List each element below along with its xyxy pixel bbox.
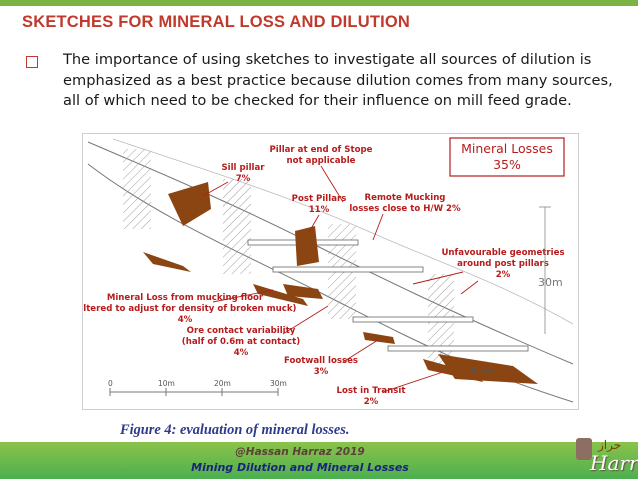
checkbox-bullet-icon (26, 56, 38, 68)
mucking-floor-loss-1 (143, 252, 191, 272)
label-unfavourable-value: 2% (496, 270, 511, 280)
label-post-pillars-value: 11% (309, 205, 330, 215)
footer-band (0, 442, 638, 479)
top-accent-rule (0, 0, 638, 6)
label-remote-mucking: Remote Mucking (365, 193, 446, 203)
scale-tick-0: 0 (108, 379, 113, 388)
drift-3 (352, 316, 474, 323)
brand-arabic: حراز (598, 438, 622, 452)
leader-arrows (202, 165, 479, 393)
label-sill-pillar-value: 7% (236, 174, 251, 184)
author-avatar (576, 438, 592, 460)
bench-label: Bench (471, 367, 495, 376)
footwall-loss-1 (283, 284, 323, 299)
scale-tick-30: 30m (270, 379, 287, 388)
label-footwall: Footwall losses (284, 356, 358, 366)
footwall-loss-2 (363, 332, 395, 344)
drift-4 (387, 345, 529, 352)
label-transit-value: 2% (364, 397, 379, 407)
bullet-text: The importance of using sketches to inve… (63, 51, 613, 109)
label-pillar-end: Pillar at end of Stope (270, 145, 373, 155)
scale-tick-20: 20m (214, 379, 231, 388)
label-ore-contact-value: 4% (234, 348, 249, 358)
scale-tick-10: 10m (158, 379, 175, 388)
mucking-floor-loss-2 (253, 284, 308, 306)
harraz-logo (566, 438, 634, 478)
mineral-loss-sketch: Mineral Losses 35% Sill pillar 7% Pillar… (82, 133, 579, 410)
label-footwall-value: 3% (314, 367, 329, 377)
footer-course: Mining Dilution and Mineral Losses (191, 461, 409, 474)
mineral-losses-box (449, 137, 565, 177)
label-post-pillars: Post Pillars (292, 194, 347, 204)
label-mucking-floor-line2: (altered to adjust for density of broken… (83, 304, 297, 314)
height-label: 30m (538, 276, 563, 289)
label-ore-contact-line2: (half of 0.6m at contact) (182, 337, 300, 347)
slide-title: SKETCHES FOR MINERAL LOSS AND DILUTION (22, 13, 411, 31)
label-unfavourable: Unfavourable geometries (441, 248, 564, 258)
label-transit: Lost in Transit (337, 386, 406, 396)
figure-caption: Figure 4: evaluation of mineral losses. (120, 422, 350, 438)
label-ore-contact: Ore contact variability (187, 326, 296, 336)
brand-name: Harraz (590, 451, 638, 475)
label-unfavourable-line2: around post pillars (457, 259, 549, 269)
drift-2 (272, 266, 424, 273)
raise-2 (223, 179, 251, 274)
post-pillar-loss (295, 226, 319, 266)
footer-author: @Hassan Harraz 2019 (235, 446, 365, 458)
mineral-losses-value: 35% (493, 157, 521, 172)
sketch-canvas: Mineral Losses 35% Sill pillar 7% Pillar… (83, 137, 574, 407)
scale-bar: 0 10m 20m 30m (108, 379, 287, 396)
label-remote-mucking-value: losses close to H/W 2% (349, 204, 461, 214)
mineral-losses-title: Mineral Losses (461, 141, 553, 156)
outer-line (112, 138, 574, 325)
label-mucking-floor-value: 4% (178, 315, 193, 325)
label-pillar-end-value: not applicable (287, 156, 356, 166)
label-mucking-floor: Mineral Loss from mucking floor (107, 293, 264, 303)
sill-pillar-loss (168, 182, 211, 226)
transit-loss (438, 354, 538, 384)
raise-1 (123, 149, 151, 229)
label-sill-pillar: Sill pillar (221, 163, 265, 173)
